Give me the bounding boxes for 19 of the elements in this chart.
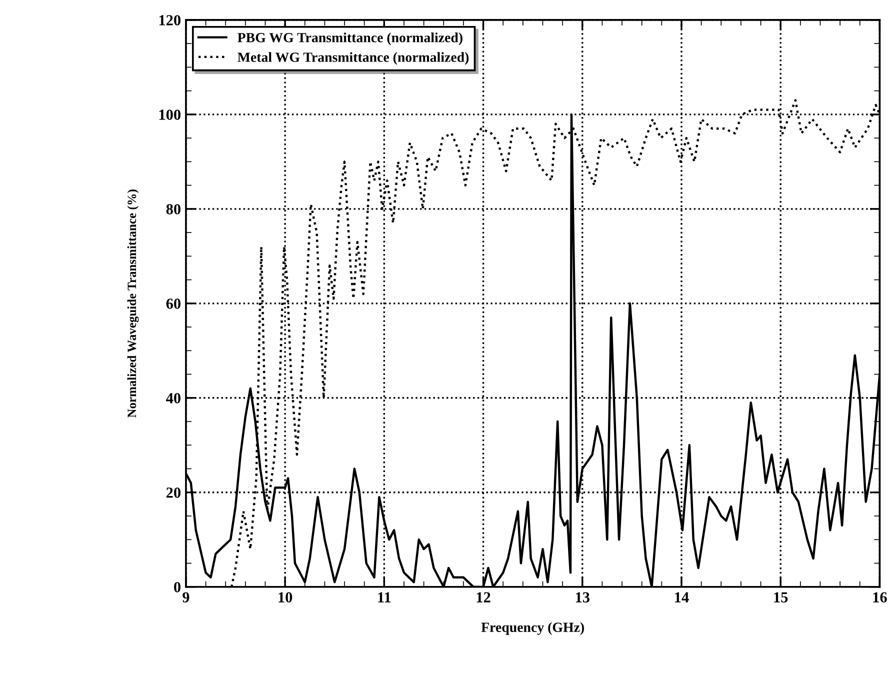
x-tick-label: 11 — [378, 592, 391, 602]
x-tick-label: 13 — [576, 592, 590, 602]
x-axis-title: Frequency (GHz) — [481, 622, 584, 635]
y-tick-label: 80 — [166, 204, 181, 214]
x-tick-label: 12 — [476, 592, 490, 602]
x-tick-label: 15 — [774, 592, 788, 602]
y-tick-label: 0 — [174, 582, 181, 592]
y-tick-label: 20 — [166, 488, 181, 498]
x-tick-label: 14 — [675, 592, 689, 602]
y-tick-label: 60 — [166, 298, 181, 309]
y-axis-title: Normalized Waveguide Transmittance (%) — [127, 190, 139, 418]
legend-label: PBG WG Transmittance (normalized) — [238, 32, 462, 46]
x-tick-label: 10 — [278, 592, 292, 602]
y-tick-label: 120 — [159, 15, 181, 26]
x-tick-label: 9 — [182, 592, 190, 602]
legend-label: Metal WG Transmittance (normalized) — [238, 52, 469, 65]
y-tick-label: 40 — [166, 393, 181, 404]
x-tick-label: 16 — [873, 592, 887, 602]
y-tick-label: 100 — [159, 110, 181, 120]
